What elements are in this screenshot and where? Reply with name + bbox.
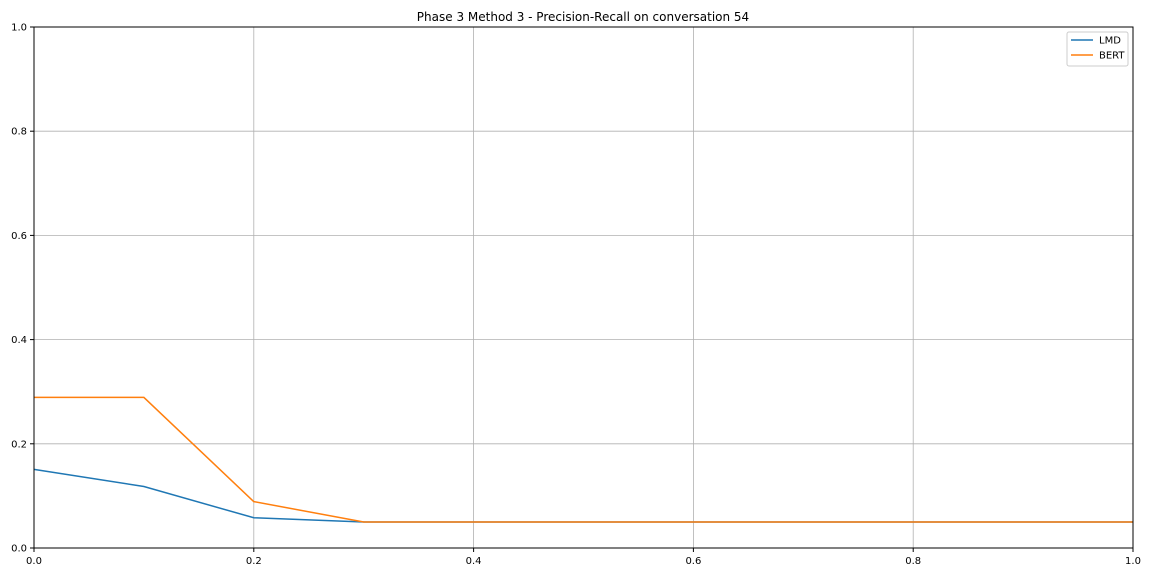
x-tick-label: 0.4 — [466, 556, 482, 567]
chart-title: Phase 3 Method 3 - Precision-Recall on c… — [417, 10, 749, 24]
legend: LMD BERT — [1066, 31, 1129, 67]
series-lines — [33, 396, 1133, 523]
grid — [33, 26, 1134, 549]
ticks: 0.0 0.2 0.4 0.6 0.8 1.0 0.0 0.2 0.4 0.6 0.8 1.0 — [11, 23, 1141, 568]
series-line-lmd — [33, 468, 1133, 523]
axes-frame — [33, 26, 1134, 549]
x-tick-label: 0.8 — [905, 556, 921, 567]
y-tick-label: 0.2 — [11, 439, 27, 450]
y-tick-label: 0.8 — [11, 127, 27, 138]
y-tick-label: 1.0 — [11, 23, 27, 34]
x-tick-label: 0.0 — [26, 556, 42, 567]
y-tick-label: 0.0 — [11, 544, 27, 555]
y-tick-label: 0.4 — [11, 335, 27, 346]
legend-label-lmd: LMD — [1099, 36, 1121, 47]
x-tick-label: 0.6 — [685, 556, 701, 567]
legend-label-bert: BERT — [1099, 51, 1125, 62]
x-tick-label: 0.2 — [246, 556, 262, 567]
x-tick-label: 1.0 — [1125, 556, 1141, 567]
y-tick-label: 0.6 — [11, 231, 27, 242]
series-line-bert — [34, 396, 1133, 523]
